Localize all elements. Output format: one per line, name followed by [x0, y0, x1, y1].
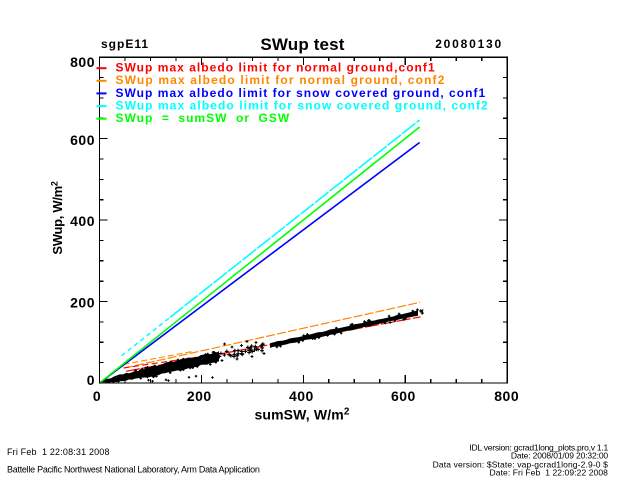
- svg-text:600: 600: [391, 388, 416, 404]
- svg-text:400: 400: [70, 213, 95, 229]
- svg-text:600: 600: [70, 132, 95, 148]
- svg-text:Data version: $State: vap-gcra: Data version: $State: vap-gcrad1long-2.9…: [433, 459, 608, 469]
- svg-text:sgpE11: sgpE11: [101, 37, 149, 51]
- svg-text:400: 400: [289, 388, 314, 404]
- svg-text:SWup = sumSW or GSW: SWup = sumSW or GSW: [116, 111, 291, 125]
- svg-text:IDL version: gcrad1long_plots.: IDL version: gcrad1long_plots.pro,v 1.1: [469, 443, 608, 453]
- svg-text:0: 0: [93, 388, 101, 404]
- svg-text:SWup max albedo limit for norm: SWup max albedo limit for normal ground,…: [116, 61, 436, 75]
- svg-text:SWup max albedo limit for snow: SWup max albedo limit for snow covered g…: [116, 99, 489, 113]
- svg-text:SWup test: SWup test: [260, 35, 344, 54]
- svg-text:800: 800: [70, 54, 95, 70]
- svg-text:Date: 2008/01/09 20:32:00: Date: 2008/01/09 20:32:00: [511, 451, 609, 461]
- svg-text:0: 0: [87, 372, 95, 388]
- svg-text:SWup max albedo limit for snow: SWup max albedo limit for snow covered g…: [116, 86, 487, 100]
- svg-text:Fri Feb 1 22:08:31 2008: Fri Feb 1 22:08:31 2008: [7, 447, 110, 457]
- svg-text:200: 200: [70, 295, 95, 311]
- svg-text:800: 800: [494, 388, 519, 404]
- svg-text:SWup, W/m2: SWup, W/m2: [50, 181, 66, 255]
- svg-text:SWup max albedo limit for norm: SWup max albedo limit for normal ground,…: [116, 73, 446, 87]
- svg-text:20080130: 20080130: [435, 37, 503, 51]
- svg-text:200: 200: [187, 388, 212, 404]
- svg-text:sumSW, W/m2: sumSW, W/m2: [254, 407, 349, 423]
- svg-text:Date: Fri Feb 1 22:09:22 2008: Date: Fri Feb 1 22:09:22 2008: [490, 468, 609, 478]
- svg-text:Battelle Pacific Northwest Nat: Battelle Pacific Northwest National Labo…: [7, 465, 260, 475]
